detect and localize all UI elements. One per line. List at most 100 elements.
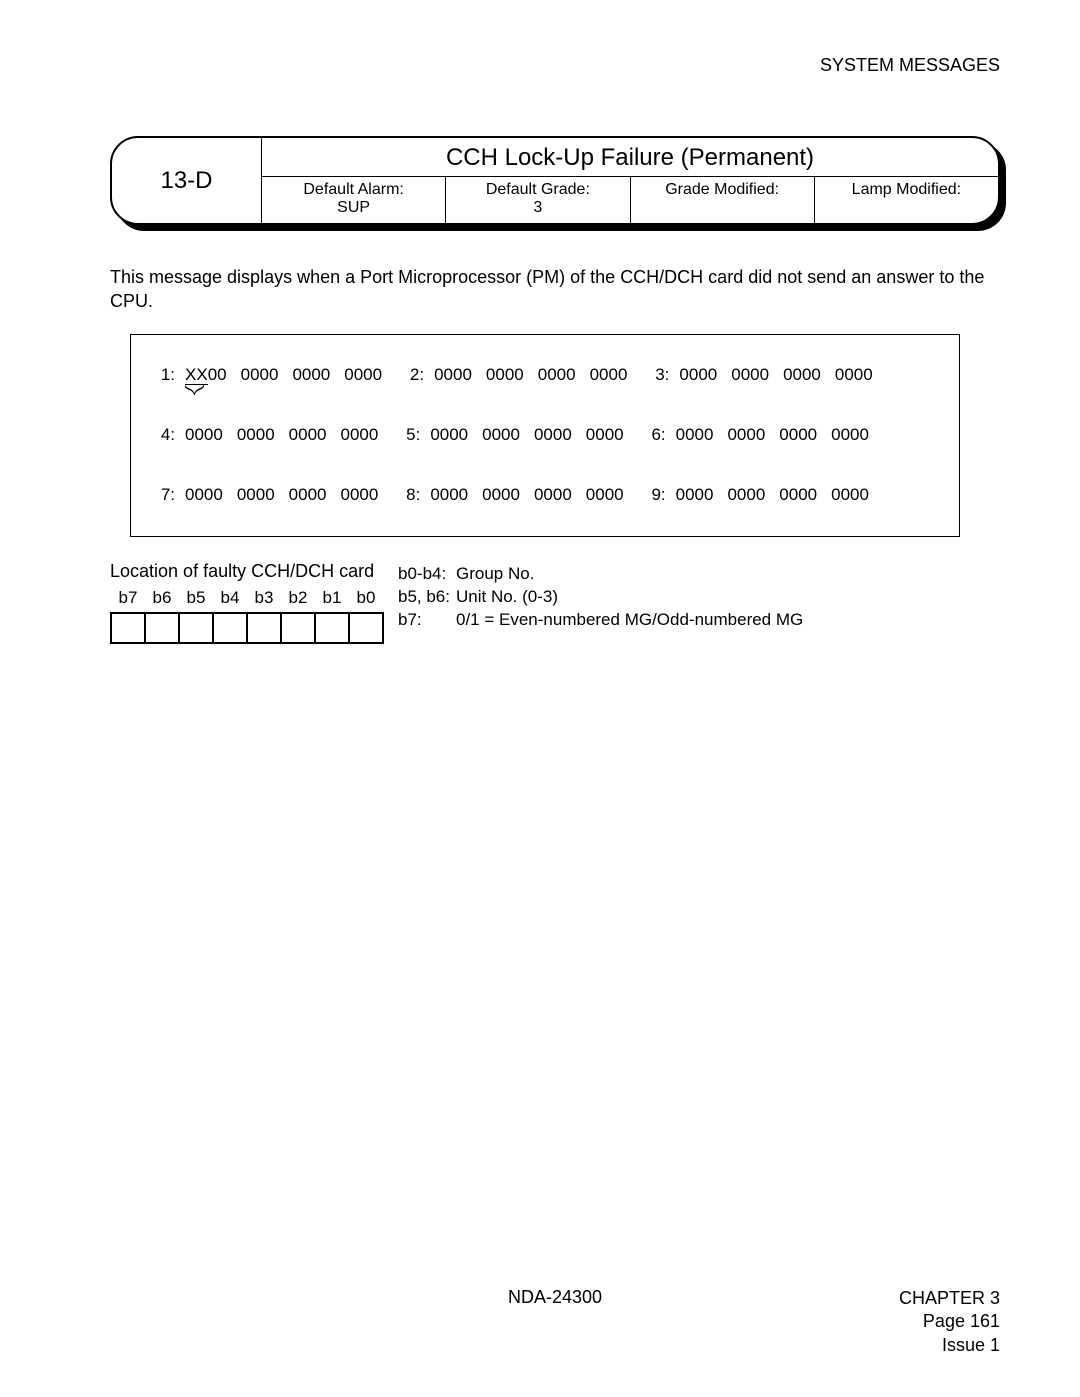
- bit-header: b0: [349, 588, 383, 613]
- section-header: SYSTEM MESSAGES: [110, 55, 1000, 76]
- field-label: Lamp Modified:: [819, 181, 994, 199]
- data-word: 0000: [237, 485, 275, 505]
- data-word: 0000: [727, 485, 765, 505]
- data-word: 0000: [538, 365, 576, 385]
- data-word: 0000: [340, 425, 378, 445]
- data-word: 0000: [534, 425, 572, 445]
- data-word: 0000: [779, 485, 817, 505]
- curly-bracket-icon: [185, 385, 204, 395]
- bit-table: b7b6b5b4b3b2b1b0: [110, 588, 384, 644]
- field-label: Grade Modified:: [635, 181, 810, 199]
- field-value: SUP: [266, 199, 441, 217]
- message-field: Default Alarm:SUP: [262, 177, 446, 223]
- data-row: 7: 0000 0000 0000 0000 8: 0000 0000 0000 0000 9: 00…: [151, 485, 939, 505]
- data-word: 0000: [482, 425, 520, 445]
- bit-cell: [179, 613, 213, 643]
- legend-key: b5, b6:: [398, 586, 456, 609]
- data-word: 0000: [430, 425, 468, 445]
- data-word: 0000: [482, 485, 520, 505]
- field-value: 3: [450, 199, 625, 217]
- bit-header: b2: [281, 588, 315, 613]
- group-index: 4:: [151, 425, 175, 445]
- data-word: 0000: [831, 485, 869, 505]
- data-word: 0000: [727, 425, 765, 445]
- data-word: 0000: [779, 425, 817, 445]
- group-index: 2:: [400, 365, 424, 385]
- field-label: Default Alarm:: [266, 181, 441, 199]
- data-word: 0000: [586, 485, 624, 505]
- message-description: This message displays when a Port Microp…: [110, 265, 1000, 314]
- data-word: 0000: [586, 425, 624, 445]
- legend-line: b7:0/1 = Even-numbered MG/Odd-numbered M…: [398, 609, 803, 632]
- marked-bits: XX: [185, 365, 208, 385]
- data-group: 7: 0000 0000 0000 0000: [151, 485, 378, 505]
- location-legend: b0-b4:Group No.b5, b6:Unit No. (0-3)b7:0…: [398, 561, 803, 632]
- data-dump-box: 1: XX00 0000 0000 0000 2: 0000 0000 0000 0000 3: 00…: [130, 334, 960, 537]
- legend-value: Unit No. (0-3): [456, 586, 558, 609]
- data-word: 0000: [590, 365, 628, 385]
- message-title: CCH Lock-Up Failure (Permanent): [262, 138, 998, 177]
- bit-cell: [349, 613, 383, 643]
- data-group: 9:0000000000000000: [642, 485, 869, 505]
- message-field: Lamp Modified:: [815, 177, 998, 223]
- group-index: 1:: [151, 365, 175, 385]
- legend-value: Group No.: [456, 563, 534, 586]
- legend-line: b0-b4:Group No.: [398, 563, 803, 586]
- data-word: 0000: [185, 425, 223, 445]
- message-field: Default Grade:3: [446, 177, 630, 223]
- bit-header-row: b7b6b5b4b3b2b1b0: [111, 588, 383, 613]
- message-header-box: 13-D CCH Lock-Up Failure (Permanent) Def…: [110, 136, 1000, 225]
- bit-cell: [281, 613, 315, 643]
- legend-value: 0/1 = Even-numbered MG/Odd-numbered MG: [456, 609, 803, 632]
- bit-cell: [111, 613, 145, 643]
- data-word: 0000: [340, 485, 378, 505]
- data-group: 5: 0000 0000 0000 0000: [396, 425, 623, 445]
- data-word: 0000: [486, 365, 524, 385]
- footer-center: NDA-24300: [110, 1287, 1000, 1308]
- data-word: 0000: [241, 365, 279, 385]
- data-word: XX00: [185, 365, 227, 385]
- message-field: Grade Modified:: [631, 177, 815, 223]
- data-word: 0000: [731, 365, 769, 385]
- bit-header: b3: [247, 588, 281, 613]
- data-word: 0000: [289, 485, 327, 505]
- bit-header: b4: [213, 588, 247, 613]
- data-word: 0000: [534, 485, 572, 505]
- data-word: 0000: [434, 365, 472, 385]
- footer-line: Page 161: [899, 1310, 1000, 1333]
- group-index: 7:: [151, 485, 175, 505]
- group-index: 8:: [396, 485, 420, 505]
- data-group: 6:0000000000000000: [642, 425, 869, 445]
- field-label: Default Grade:: [450, 181, 625, 199]
- bit-header: b6: [145, 588, 179, 613]
- bit-cell: [247, 613, 281, 643]
- message-code: 13-D: [112, 138, 262, 223]
- bit-cells-row: [111, 613, 383, 643]
- data-group: 4:0000000000000000: [151, 425, 378, 445]
- footer-line: Issue 1: [899, 1334, 1000, 1357]
- data-word: 0000: [292, 365, 330, 385]
- data-row: 1: XX00 0000 0000 0000 2: 0000 0000 0000 0000 3: 00…: [151, 365, 939, 385]
- bit-header: b5: [179, 588, 213, 613]
- data-group: 1: XX00 0000 0000 0000: [151, 365, 382, 385]
- group-index: 9:: [642, 485, 666, 505]
- legend-key: b0-b4:: [398, 563, 456, 586]
- group-index: 5:: [396, 425, 420, 445]
- location-title: Location of faulty CCH/DCH card: [110, 561, 384, 582]
- data-word: 0000: [185, 485, 223, 505]
- data-group: 3:0000000000000000: [645, 365, 872, 385]
- message-fields: Default Alarm:SUPDefault Grade:3Grade Mo…: [262, 177, 998, 223]
- data-group: 2: 0000 0000 0000 0000: [400, 365, 627, 385]
- data-word: 0000: [344, 365, 382, 385]
- bit-cell: [213, 613, 247, 643]
- group-index: 3:: [645, 365, 669, 385]
- data-word: 0000: [237, 425, 275, 445]
- data-group: 8:0000000000000000: [396, 485, 623, 505]
- data-word: 0000: [676, 425, 714, 445]
- data-word: 0000: [679, 365, 717, 385]
- data-word: 0000: [835, 365, 873, 385]
- location-section: Location of faulty CCH/DCH card b7b6b5b4…: [110, 561, 1000, 644]
- data-row: 4:00000000000000005:00000000000000006:00…: [151, 425, 939, 445]
- legend-key: b7:: [398, 609, 456, 632]
- bit-cell: [315, 613, 349, 643]
